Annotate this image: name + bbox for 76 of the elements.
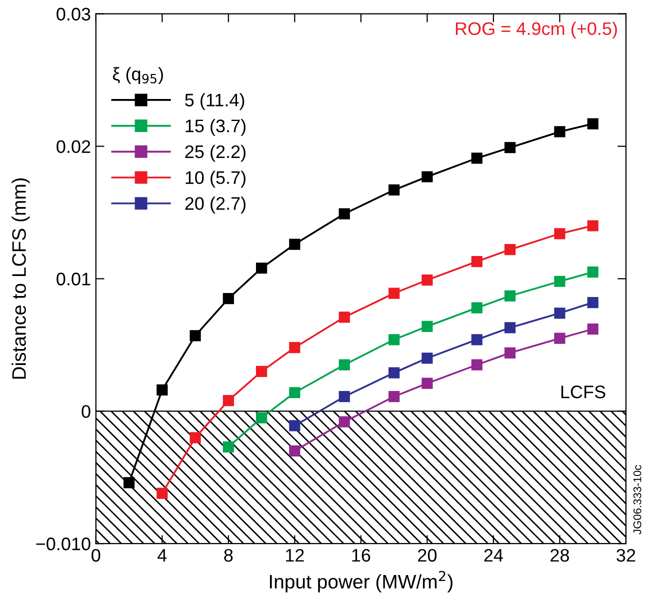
point	[471, 334, 482, 346]
point	[289, 387, 300, 398]
band-label: LCFS	[561, 386, 606, 398]
point	[190, 432, 201, 444]
point	[222, 395, 234, 406]
point	[388, 367, 400, 378]
point	[554, 332, 566, 344]
point	[587, 297, 598, 308]
legend-label: 10 (5.7)	[186, 170, 246, 188]
point	[587, 323, 598, 335]
x-tick-label: 0	[92, 548, 100, 562]
point	[338, 208, 350, 220]
point	[554, 126, 566, 138]
x-tick-label: 24	[484, 548, 503, 562]
point	[504, 322, 516, 334]
point	[338, 416, 350, 428]
point	[388, 391, 400, 402]
y-axis-title: Distance to LCFS (mm)	[12, 178, 30, 379]
x-tick-label: 12	[286, 548, 304, 562]
point	[422, 274, 433, 286]
point	[587, 118, 598, 130]
y-tick-label: 0.03	[56, 8, 90, 21]
y-tick-label: 0.02	[56, 140, 90, 154]
point	[338, 312, 350, 323]
point	[554, 276, 566, 287]
point	[587, 266, 598, 278]
point	[504, 290, 516, 302]
point	[422, 378, 433, 389]
x-tick-label: 28	[550, 548, 569, 562]
point	[338, 359, 350, 370]
point	[587, 220, 598, 232]
point	[388, 184, 400, 196]
x-tick-label: 32	[616, 548, 636, 562]
x-tick-label: 20	[418, 548, 437, 562]
x-axis-title: Input power (MW/m$^{2}$)	[270, 570, 452, 592]
point	[422, 171, 433, 182]
point	[256, 262, 268, 274]
point	[554, 308, 566, 319]
point	[504, 244, 516, 256]
point	[289, 445, 300, 456]
point	[471, 256, 482, 268]
point	[471, 359, 482, 370]
point	[471, 302, 482, 314]
text: JG06.333-10c	[633, 465, 642, 534]
point	[422, 352, 433, 364]
point	[289, 420, 300, 432]
legend-title: ξ (q$_{95}$)	[112, 67, 163, 84]
point	[338, 391, 350, 402]
x-tick-label: 16	[352, 548, 370, 562]
point	[422, 320, 433, 332]
x-tick-label: 4	[158, 549, 167, 562]
annotation: ROG = 4.9cm (+0.5)	[456, 22, 617, 39]
legend-label: 15 (3.7)	[186, 119, 246, 136]
point	[388, 288, 400, 299]
point	[190, 330, 201, 342]
point	[256, 366, 268, 377]
point	[289, 238, 300, 250]
y-tick-label: 0	[82, 405, 90, 418]
point	[156, 488, 168, 499]
point	[156, 384, 168, 396]
point	[504, 347, 516, 358]
point	[388, 334, 400, 346]
point	[289, 342, 300, 354]
legend-label: 20 (2.7)	[185, 196, 246, 214]
point	[554, 228, 566, 240]
point	[256, 412, 268, 424]
y-tick-label: −0.010	[36, 538, 90, 550]
point	[123, 477, 135, 488]
x-tick-label: 8	[224, 548, 233, 562]
point	[471, 152, 482, 164]
point	[222, 441, 234, 452]
y-tick-label: 0.01	[56, 272, 90, 286]
legend-label: 25 (2.2)	[185, 144, 246, 162]
point	[504, 142, 516, 154]
point	[222, 293, 234, 304]
legend-label: 5 (11.4)	[185, 93, 244, 110]
